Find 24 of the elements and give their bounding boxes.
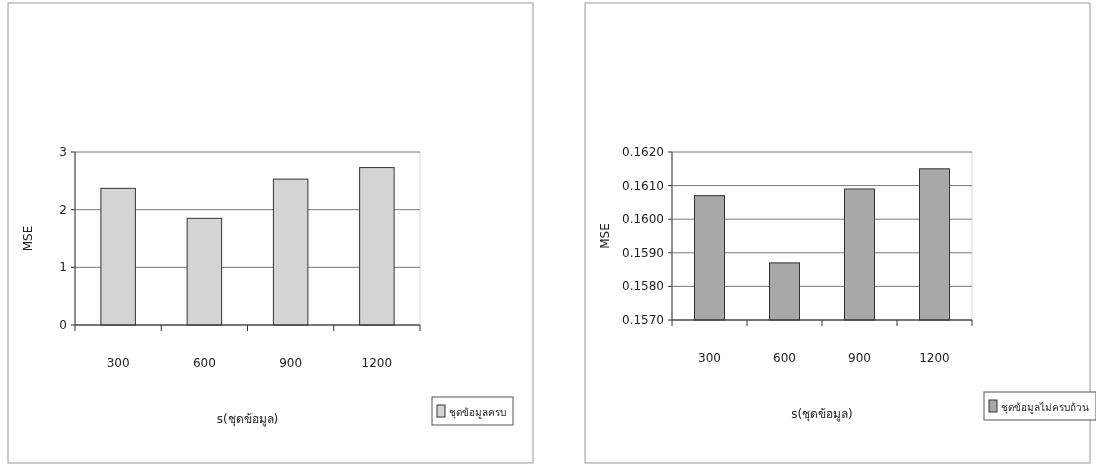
x-tick-label: 300 — [106, 356, 130, 370]
y-tick-label: 0 — [59, 318, 67, 332]
y-tick-label: 0.1620 — [622, 145, 664, 159]
x-tick-label: 600 — [192, 356, 216, 370]
legend-label: ชุดข้อมูลไม่ครบถ้วน — [1001, 402, 1089, 414]
x-tick-label: 900 — [279, 356, 303, 370]
x-tick-label: 900 — [848, 351, 871, 365]
y-tick-label: 2 — [59, 202, 67, 217]
x-tick-label: 1200 — [361, 356, 393, 370]
y-tick-label: 0.1590 — [622, 245, 664, 260]
y-tick-label: 0.1600 — [622, 212, 664, 227]
y-axis-title: MSE — [21, 225, 35, 252]
y-tick-label: 3 — [59, 145, 67, 159]
x-tick-label: 1200 — [919, 351, 950, 365]
y-tick-label: 0.1580 — [622, 279, 664, 294]
y-tick-label: 0.1570 — [622, 313, 664, 327]
y-axis-title: MSE — [598, 223, 612, 249]
x-axis-title: s(ชุดข้อมูล) — [791, 407, 853, 422]
legend-label: ชุดข้อมูลครบ — [449, 407, 506, 419]
x-tick-label: 300 — [698, 351, 721, 365]
y-tick-label: 1 — [59, 260, 67, 275]
x-axis-title: s(ชุดข้อมูล) — [216, 412, 279, 427]
y-tick-label: 0.1610 — [622, 178, 664, 193]
x-tick-label: 600 — [773, 351, 796, 365]
